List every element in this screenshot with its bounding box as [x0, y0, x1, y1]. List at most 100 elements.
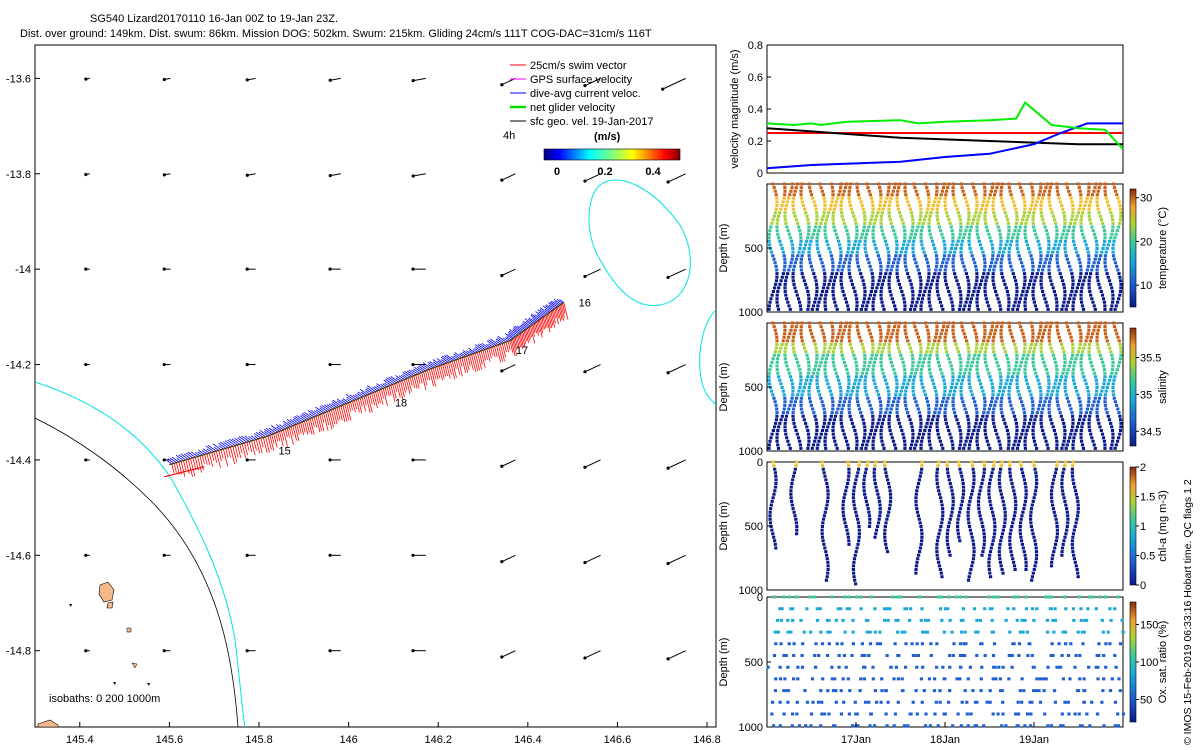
geo-arrow-head [666, 275, 670, 279]
geo-arrow-head [666, 180, 670, 184]
geo-arrow-head [583, 179, 587, 183]
geo-arrow-head [162, 173, 166, 177]
figure-subtitle: Dist. over ground: 149km. Dist. swum: 86… [20, 28, 652, 40]
oxygen-frame [766, 596, 1124, 728]
island [37, 719, 59, 727]
y-tick-label: 0.4 [748, 104, 763, 116]
cbar-tick-label: 30 [1140, 193, 1152, 205]
geo-arrow-head [411, 174, 415, 178]
legend-entry-net: net glider velocity [510, 102, 615, 114]
track-line [169, 302, 565, 466]
geo-arrow [667, 459, 686, 469]
geo-arrow-head [328, 458, 332, 462]
oxygen-colorbar [1129, 601, 1137, 723]
legend-entry-geo: sfc geo. vel. 19-Jan-2017 [510, 116, 654, 128]
geo-arrow-head [500, 655, 504, 659]
geo-arrow-head [411, 649, 415, 653]
y-tick-label: 500 [745, 243, 763, 255]
reef-isobath-east [699, 309, 716, 406]
map-frame [34, 44, 717, 728]
y-tick-label: 0 [757, 592, 763, 604]
geo-arrow-head [411, 553, 415, 557]
geo-arrow-head [84, 458, 88, 462]
geo-arrow-head [661, 87, 665, 91]
geo-arrow-head [162, 458, 166, 462]
geo-arrow [501, 173, 516, 181]
geo-arrow-head [245, 173, 249, 177]
geo-arrow [501, 554, 516, 563]
temperature-colorbar [1129, 188, 1137, 308]
y-tick-label: -14.6 [6, 550, 31, 562]
geo-arrow [584, 650, 601, 659]
depth-ylabel: Depth (m) [718, 224, 730, 273]
island [98, 581, 115, 603]
geo-arrow-head [328, 78, 332, 82]
cbar-tick-label: 34.5 [1140, 426, 1161, 438]
depth-ylabel: Depth (m) [718, 502, 730, 551]
geo-arrow-head [162, 649, 166, 653]
geo-arrow-head [411, 79, 415, 83]
footer-note: © IMOS 15-Feb-2019 06:33:16 Hobart time.… [1182, 479, 1194, 745]
geo-arrow-head [162, 362, 166, 367]
x-tick-label: 146 [339, 734, 357, 746]
geo-arrow-head [245, 458, 249, 462]
cbar-tick-label: 20 [1140, 236, 1152, 248]
legend-label: net glider velocity [530, 102, 615, 114]
x-tick-label: 145.4 [66, 734, 94, 746]
x-tick-label: 145.8 [245, 734, 273, 746]
swim-vector [164, 466, 205, 478]
island [69, 604, 72, 607]
geo-arrow-head [666, 657, 670, 661]
geo-arrow [667, 173, 686, 183]
geo-arrow [330, 173, 341, 177]
y-tick-label: 0 [757, 168, 763, 180]
geo-arrow-head [500, 178, 504, 182]
map-legend: 25cm/s swim vector GPS surface velocity … [503, 60, 681, 178]
velocity-frame [766, 44, 1124, 174]
y-tick-label: -13.6 [6, 73, 31, 85]
legend-entry-dac: dive-avg current veloc. [510, 88, 641, 100]
y-tick-label: 500 [745, 521, 763, 533]
geo-arrow-head [500, 464, 504, 468]
isobath-200m [35, 417, 239, 727]
x-tick-label: 146.4 [514, 734, 542, 746]
oxygen-profile-dots [766, 642, 1126, 728]
cbar-tick-label: 50 [1140, 695, 1152, 707]
temperature-cbar-label: temperature (°C) [1157, 207, 1169, 289]
time-scale-label: 4h [503, 130, 515, 142]
oxygen-profile-dots [773, 607, 1125, 634]
geo-arrow-head [583, 274, 587, 279]
geo-arrow-head [500, 560, 504, 564]
day-label: 16 [579, 298, 591, 310]
temperature-profile-dots [770, 211, 1123, 225]
geo-arrow-head [666, 466, 670, 470]
temperature-profile-dots [767, 225, 1121, 240]
salinity-profile-dots [767, 414, 1123, 450]
figure-title: SG540 Lizard20170110 16-Jan 00Z to 19-Ja… [90, 13, 338, 25]
cbar-tick-label: 0 [1140, 580, 1146, 592]
colorbar-tick: 0 [554, 166, 560, 178]
chla-profile-dots [768, 467, 1080, 586]
geo-arrow [584, 459, 601, 468]
geo-arrow [501, 268, 516, 276]
geo-arrow [584, 268, 601, 277]
salinity-profile-dots [767, 353, 1123, 375]
legend-entry-gps: GPS surface velocity [510, 74, 633, 86]
y-tick-label: -13.8 [6, 169, 31, 181]
cbar-tick-label: 10 [1140, 280, 1152, 292]
geo-arrow-head [583, 465, 587, 469]
y-tick-label: 0.2 [748, 136, 763, 148]
salinity-colorbar [1129, 327, 1137, 447]
y-tick-label: 1000 [739, 722, 763, 734]
geo-arrow-head [245, 78, 249, 82]
x-tick-label: 19Jan [1019, 734, 1049, 746]
chla-frame [766, 461, 1124, 591]
geo-arrow-head [500, 369, 504, 373]
x-tick-label: 146.6 [604, 734, 632, 746]
cbar-tick-label: 1 [1140, 521, 1146, 533]
depth-ylabel: Depth (m) [718, 363, 730, 412]
legend-label: dive-avg current veloc. [530, 88, 641, 100]
geo-arrow-head [245, 362, 249, 367]
island [147, 683, 150, 686]
geo-arrow-head [84, 649, 88, 653]
